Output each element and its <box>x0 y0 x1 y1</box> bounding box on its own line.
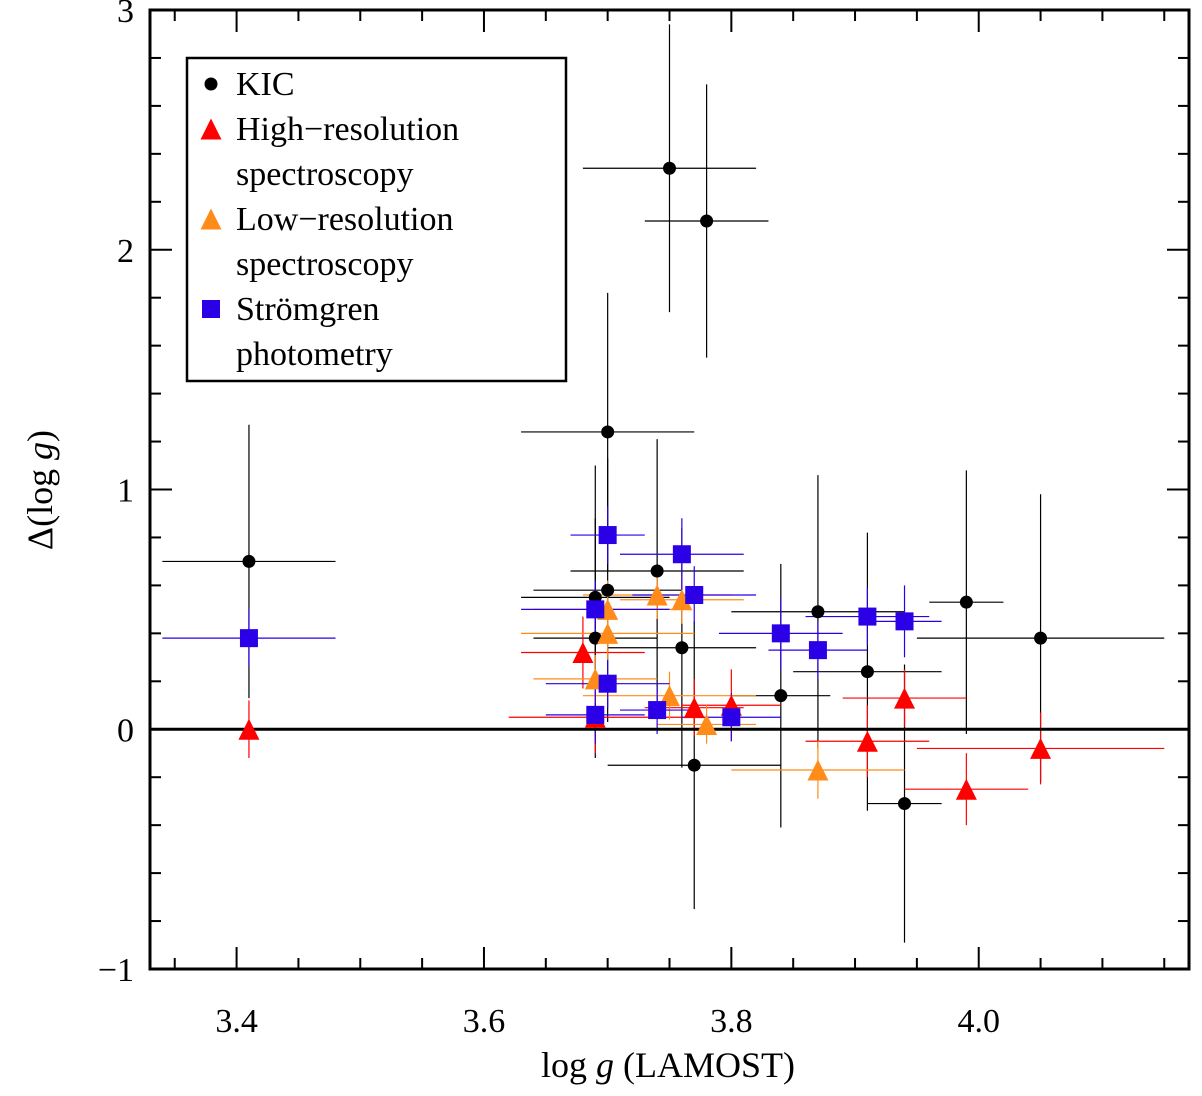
high-resolution-spectroscopy-point <box>1030 737 1052 759</box>
x-axis-title-part: g <box>596 1045 614 1085</box>
str-mgren-photometry-point <box>648 701 667 720</box>
high-resolution-spectroscopy-point <box>572 642 594 664</box>
high-resolution-spectroscopy-point <box>856 730 878 752</box>
kic-point <box>811 605 825 619</box>
x-tick-label: 4.0 <box>957 1003 1000 1040</box>
y-tick-label: 0 <box>117 712 134 749</box>
x-axis-title: log g (LAMOST) <box>541 1045 795 1085</box>
legend-label: Low−resolution <box>236 201 453 238</box>
legend-square-marker <box>202 300 220 318</box>
y-axis-title: Δ(log g) <box>20 430 60 550</box>
kic-point <box>898 797 912 811</box>
kic-point <box>242 554 256 568</box>
low-resolution-spectroscopy-point <box>671 589 693 611</box>
kic-point <box>1034 631 1048 645</box>
low-resolution-spectroscopy-point <box>807 759 829 781</box>
legend: KIC High−resolution spectroscopy Low−resolu… <box>185 56 568 383</box>
axes-layer: 3.4 3.6 3.8 4.0 −1 0 1 2 3 <box>98 0 1191 1040</box>
kic-point <box>663 161 676 175</box>
y-tick-label: 1 <box>117 473 134 510</box>
kic-point <box>675 641 689 655</box>
legend-label: KIC <box>236 66 295 103</box>
y-axis-title-part: ) <box>20 430 60 442</box>
x-tick-label: 3.8 <box>710 1003 753 1040</box>
str-mgren-photometry-point <box>685 585 704 604</box>
kic-point <box>860 665 874 679</box>
high-resolution-spectroscopy-point <box>683 697 705 719</box>
str-mgren-photometry-point <box>771 624 790 643</box>
legend-label: spectroscopy <box>236 246 414 283</box>
x-tick-label: 3.4 <box>215 1003 258 1040</box>
str-mgren-photometry-point <box>598 526 617 545</box>
kic-point <box>601 425 615 439</box>
high-resolution-spectroscopy-point <box>894 687 916 709</box>
high-resolution-spectroscopy-point <box>955 778 977 800</box>
low-resolution-spectroscopy-point <box>646 584 668 606</box>
str-mgren-photometry-point <box>239 629 258 648</box>
kic-point <box>650 564 664 578</box>
low-resolution-spectroscopy-point <box>597 622 619 644</box>
legend-triangle-marker <box>200 118 222 140</box>
str-mgren-photometry-point <box>672 545 691 564</box>
x-axis-title-part: (LAMOST) <box>614 1045 795 1085</box>
kic-point <box>601 583 615 597</box>
legend-triangle-marker <box>200 208 222 230</box>
legend-circle-marker <box>204 77 218 91</box>
str-mgren-photometry-point <box>858 607 877 626</box>
legend-box <box>185 56 568 383</box>
kic-point <box>959 595 973 609</box>
str-mgren-photometry-point <box>598 674 617 693</box>
markers-layer <box>238 161 1052 811</box>
y-axis-title-part: Δ(log <box>20 460 60 550</box>
y-tick-label: 3 <box>117 0 134 30</box>
x-axis-title-part: log <box>541 1045 596 1085</box>
legend-label: photometry <box>236 336 393 373</box>
str-mgren-photometry-point <box>895 612 914 631</box>
kic-point <box>774 689 788 703</box>
low-resolution-spectroscopy-point <box>696 713 718 735</box>
high-resolution-spectroscopy-point <box>238 718 260 740</box>
x-tick-label: 3.6 <box>463 1003 506 1040</box>
str-mgren-photometry-point <box>722 708 741 727</box>
legend-label: High−resolution <box>236 111 459 148</box>
y-tick-label: 2 <box>117 233 134 270</box>
kic-point <box>700 214 714 228</box>
low-resolution-spectroscopy-point <box>659 685 680 707</box>
str-mgren-photometry-point <box>586 600 605 619</box>
legend-label: spectroscopy <box>236 156 414 193</box>
str-mgren-photometry-point <box>808 641 827 660</box>
legend-label: Strömgren <box>236 291 380 328</box>
y-axis-title-part: g <box>20 442 60 460</box>
y-tick-label: −1 <box>98 952 134 989</box>
kic-point <box>687 758 701 772</box>
str-mgren-photometry-point <box>586 705 605 724</box>
